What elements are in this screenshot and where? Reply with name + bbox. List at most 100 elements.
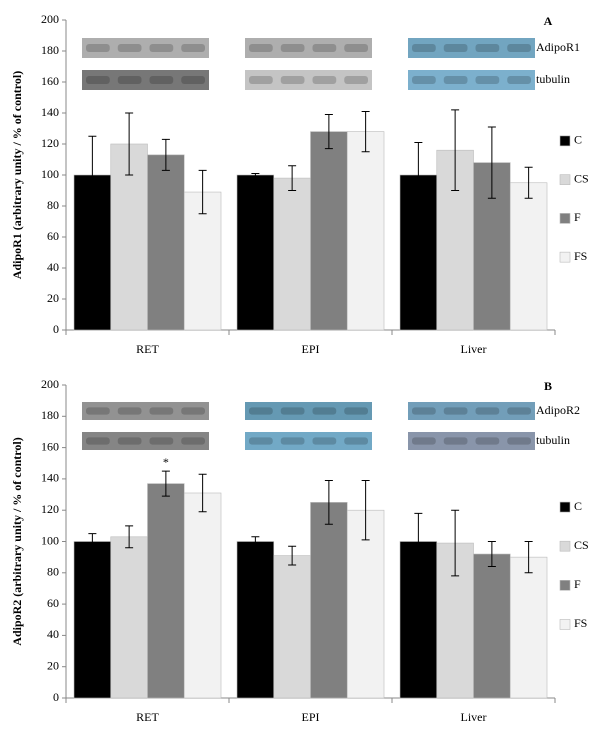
y-tick-label: 180: [41, 43, 59, 57]
blot-image: [82, 38, 209, 58]
blot-band: [507, 437, 531, 445]
legend-swatch: [559, 213, 571, 224]
blot-band: [86, 44, 110, 52]
error-bar: [88, 135, 97, 215]
blot-band: [443, 437, 468, 445]
bar: [236, 541, 275, 699]
bar: [273, 177, 311, 331]
x-tick-label: Liver: [461, 342, 487, 356]
blot-band: [149, 437, 174, 445]
y-tick-label: 120: [41, 136, 59, 150]
blot-band: [117, 76, 142, 84]
blot-label: tubulin: [536, 433, 570, 447]
legend-swatch: [559, 501, 571, 513]
blot-band: [312, 407, 337, 415]
y-axis-label: AdipoR2 (arbitrary unity / % of control): [10, 437, 24, 645]
legend-label: FS: [574, 616, 587, 630]
blot-image: [82, 70, 209, 90]
blot-band: [117, 437, 142, 445]
x-tick-label: Liver: [461, 710, 487, 724]
blot-label: tubulin: [536, 72, 570, 86]
blot-band: [249, 407, 273, 415]
error-bar: [125, 112, 134, 176]
blot-image: [245, 432, 372, 450]
blot-image: [408, 432, 535, 450]
error-bar: [361, 110, 370, 153]
panel-label: A: [544, 14, 553, 28]
y-tick-label: 100: [41, 533, 59, 547]
blot-band: [443, 407, 468, 415]
y-tick-label: 100: [41, 167, 59, 181]
legend-label: F: [574, 210, 581, 224]
blot-band: [117, 44, 142, 52]
legend-label: C: [574, 499, 582, 513]
blot-band: [249, 437, 273, 445]
error-bar: [414, 141, 423, 209]
y-tick-label: 160: [41, 74, 59, 88]
blot-band: [280, 44, 305, 52]
legend-label: FS: [574, 249, 587, 263]
blot-image: [82, 432, 209, 450]
error-bar: [251, 536, 260, 547]
blot-band: [86, 437, 110, 445]
blot-band: [181, 437, 205, 445]
blot-image: [408, 402, 535, 420]
error-bar: [198, 169, 207, 215]
bar: [310, 502, 348, 699]
legend-swatch: [559, 251, 571, 263]
bar: [147, 154, 185, 331]
blot-band: [507, 407, 531, 415]
error-bar: [487, 126, 496, 199]
blot-image: [82, 402, 209, 420]
blot-band: [280, 76, 305, 84]
blot-band: [149, 76, 174, 84]
legend-label: CS: [574, 538, 589, 552]
bar: [183, 492, 222, 699]
bar: [346, 131, 385, 331]
legend-label: CS: [574, 171, 589, 185]
blot-band: [344, 407, 368, 415]
blot-band: [86, 76, 110, 84]
y-tick-label: 40: [47, 627, 59, 641]
blot-band: [475, 76, 500, 84]
y-tick-label: 20: [47, 291, 59, 305]
blot-image: [408, 38, 535, 58]
x-tick-label: RET: [136, 342, 159, 356]
error-bar: [524, 541, 533, 574]
y-tick-label: 0: [53, 322, 59, 336]
blot-band: [443, 44, 468, 52]
y-tick-label: 140: [41, 471, 59, 485]
y-tick-label: 120: [41, 502, 59, 516]
blot-band: [181, 44, 205, 52]
error-bar: [451, 509, 460, 577]
bar: [183, 191, 222, 331]
blot-band: [280, 437, 305, 445]
legend-label: F: [574, 577, 581, 591]
legend-swatch: [559, 174, 571, 185]
blot-band: [475, 44, 500, 52]
legend-swatch: [559, 619, 571, 630]
blot-band: [280, 407, 305, 415]
y-tick-label: 140: [41, 105, 59, 119]
y-tick-label: 160: [41, 439, 59, 453]
bar: [473, 553, 511, 699]
y-tick-label: 40: [47, 260, 59, 274]
x-tick-label: RET: [136, 710, 159, 724]
y-tick-label: 200: [41, 377, 59, 391]
x-tick-label: EPI: [302, 342, 320, 356]
blot-image: [245, 402, 372, 420]
error-bar: [125, 525, 134, 549]
blot-band: [412, 76, 436, 84]
annotation: *: [163, 455, 169, 469]
blot-band: [86, 407, 110, 415]
legend-label: C: [574, 133, 582, 147]
error-bar: [288, 545, 297, 566]
blot-band: [181, 76, 205, 84]
error-bar: [288, 165, 297, 191]
error-bar: [88, 533, 97, 550]
error-bar: [414, 512, 423, 571]
blot-image: [245, 38, 372, 58]
y-tick-label: 80: [47, 565, 59, 579]
error-bar: [198, 473, 207, 513]
blot-band: [312, 44, 337, 52]
